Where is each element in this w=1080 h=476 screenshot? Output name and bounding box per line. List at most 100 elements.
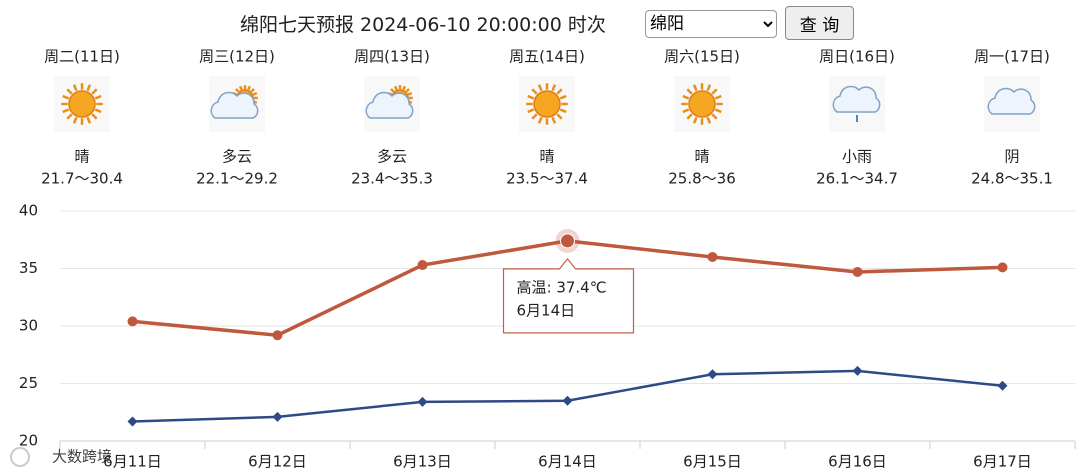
point bbox=[997, 262, 1008, 273]
sun-ray bbox=[706, 84, 712, 92]
weekday: 周五(14日) bbox=[509, 48, 585, 66]
cloud bbox=[987, 87, 1036, 115]
day: 周二(11日) 晴 21.7～30.4 bbox=[41, 48, 123, 188]
point bbox=[560, 233, 575, 249]
point bbox=[852, 266, 863, 277]
point bbox=[707, 252, 718, 262]
sun-ray bbox=[686, 88, 693, 95]
x-tick-label: 6月12日 bbox=[248, 453, 307, 471]
cloud bbox=[832, 85, 881, 113]
y-tick-label: 20 bbox=[19, 432, 38, 450]
sun-ray bbox=[531, 113, 538, 120]
condition: 多云 bbox=[222, 148, 252, 166]
day: 周六(15日) 晴 25.8～36 bbox=[664, 48, 740, 188]
sun-disc bbox=[688, 90, 716, 118]
temp-range: 26.1～34.7 bbox=[816, 170, 898, 188]
day: 周日(16日) 小雨 26.1～34.7 bbox=[816, 48, 898, 188]
sun-ray bbox=[66, 113, 73, 120]
sun-ray bbox=[405, 88, 410, 93]
temp-range: 23.4～35.3 bbox=[351, 170, 433, 188]
sun-ray bbox=[527, 108, 535, 114]
sun-ray bbox=[390, 88, 395, 93]
sun-disc bbox=[68, 90, 96, 118]
y-tick-label: 25 bbox=[19, 374, 38, 392]
sun-ray bbox=[551, 84, 557, 92]
temp-range: 21.7～30.4 bbox=[41, 170, 123, 188]
condition: 晴 bbox=[74, 148, 89, 166]
temp-range: 22.1～29.2 bbox=[196, 170, 278, 188]
sun-ray bbox=[91, 88, 98, 95]
sun-ray bbox=[94, 94, 102, 100]
weekday: 周三(12日) bbox=[199, 48, 275, 66]
sun-ray bbox=[527, 94, 535, 100]
sun-ray bbox=[86, 84, 92, 92]
sun-ray bbox=[250, 88, 255, 93]
sun-ray bbox=[238, 85, 243, 91]
sun-ray bbox=[686, 113, 693, 120]
sun-ray bbox=[62, 94, 70, 100]
y-tick-label: 30 bbox=[19, 317, 38, 335]
sun-ray bbox=[247, 85, 252, 91]
x-tick-label: 6月15日 bbox=[683, 453, 742, 471]
sun-ray bbox=[682, 94, 690, 100]
day: 周三(12日) 多云 22.1～29.2 bbox=[196, 48, 278, 188]
sun-ray bbox=[72, 116, 78, 124]
cloud bbox=[210, 91, 259, 119]
sun-ray bbox=[711, 113, 718, 120]
sun-ray bbox=[72, 84, 78, 92]
sun-ray bbox=[407, 91, 413, 96]
point bbox=[272, 330, 283, 341]
watermark: 大数跨境 bbox=[52, 448, 112, 466]
condition: 阴 bbox=[1004, 148, 1019, 166]
tooltip-text: 高温: 37.4℃ bbox=[517, 278, 607, 296]
sun-ray bbox=[714, 94, 722, 100]
point bbox=[997, 380, 1008, 391]
tooltip-date: 6月14日 bbox=[517, 301, 576, 319]
temp-range: 23.5～37.4 bbox=[506, 170, 588, 188]
day: 周一(17日) 阴 24.8～35.1 bbox=[971, 48, 1053, 188]
x-tick-label: 6月17日 bbox=[973, 453, 1032, 471]
city-select[interactable]: 绵阳 bbox=[645, 10, 777, 38]
weekday: 周一(17日) bbox=[974, 48, 1050, 66]
sun-ray bbox=[551, 116, 557, 124]
y-tick-label: 40 bbox=[19, 202, 38, 220]
sun-ray bbox=[402, 85, 407, 91]
title: 绵阳七天预报 2024-06-10 20:00:00 时次 bbox=[240, 14, 606, 36]
point bbox=[272, 411, 283, 422]
sun-ray bbox=[91, 113, 98, 120]
weekday: 周二(11日) bbox=[44, 48, 120, 66]
header: 绵阳七天预报 2024-06-10 20:00:00 时次 绵阳 查 询 bbox=[0, 4, 1080, 40]
point bbox=[852, 365, 863, 376]
query-button[interactable]: 查 询 bbox=[785, 6, 854, 40]
sun-ray bbox=[537, 116, 543, 124]
sun-ray bbox=[692, 84, 698, 92]
tooltip-box bbox=[502, 257, 635, 334]
sun-ray bbox=[393, 85, 398, 91]
temp-range: 25.8～36 bbox=[668, 170, 736, 188]
sun-ray bbox=[94, 108, 102, 114]
point bbox=[127, 316, 138, 327]
x-tick-label: 6月14日 bbox=[538, 453, 597, 471]
x-tick-label: 6月16日 bbox=[828, 453, 887, 471]
point bbox=[562, 395, 573, 406]
sun-ray bbox=[86, 116, 92, 124]
condition: 小雨 bbox=[842, 148, 872, 166]
sun-ray bbox=[706, 116, 712, 124]
condition: 晴 bbox=[539, 148, 554, 166]
day: 周四(13日) 多云 23.4～35.3 bbox=[351, 48, 433, 188]
x-tick-label: 6月13日 bbox=[393, 453, 452, 471]
sun-disc bbox=[533, 90, 561, 118]
temp-range: 24.8～35.1 bbox=[971, 170, 1053, 188]
watermark-icon bbox=[10, 447, 30, 467]
sun-ray bbox=[714, 108, 722, 114]
sun-ray bbox=[556, 88, 563, 95]
sun-ray bbox=[531, 88, 538, 95]
sun-ray bbox=[559, 94, 567, 100]
y-tick-label: 35 bbox=[19, 259, 38, 277]
weekday: 周四(13日) bbox=[354, 48, 430, 66]
condition: 多云 bbox=[377, 148, 407, 166]
point bbox=[417, 396, 428, 407]
sun-ray bbox=[537, 84, 543, 92]
